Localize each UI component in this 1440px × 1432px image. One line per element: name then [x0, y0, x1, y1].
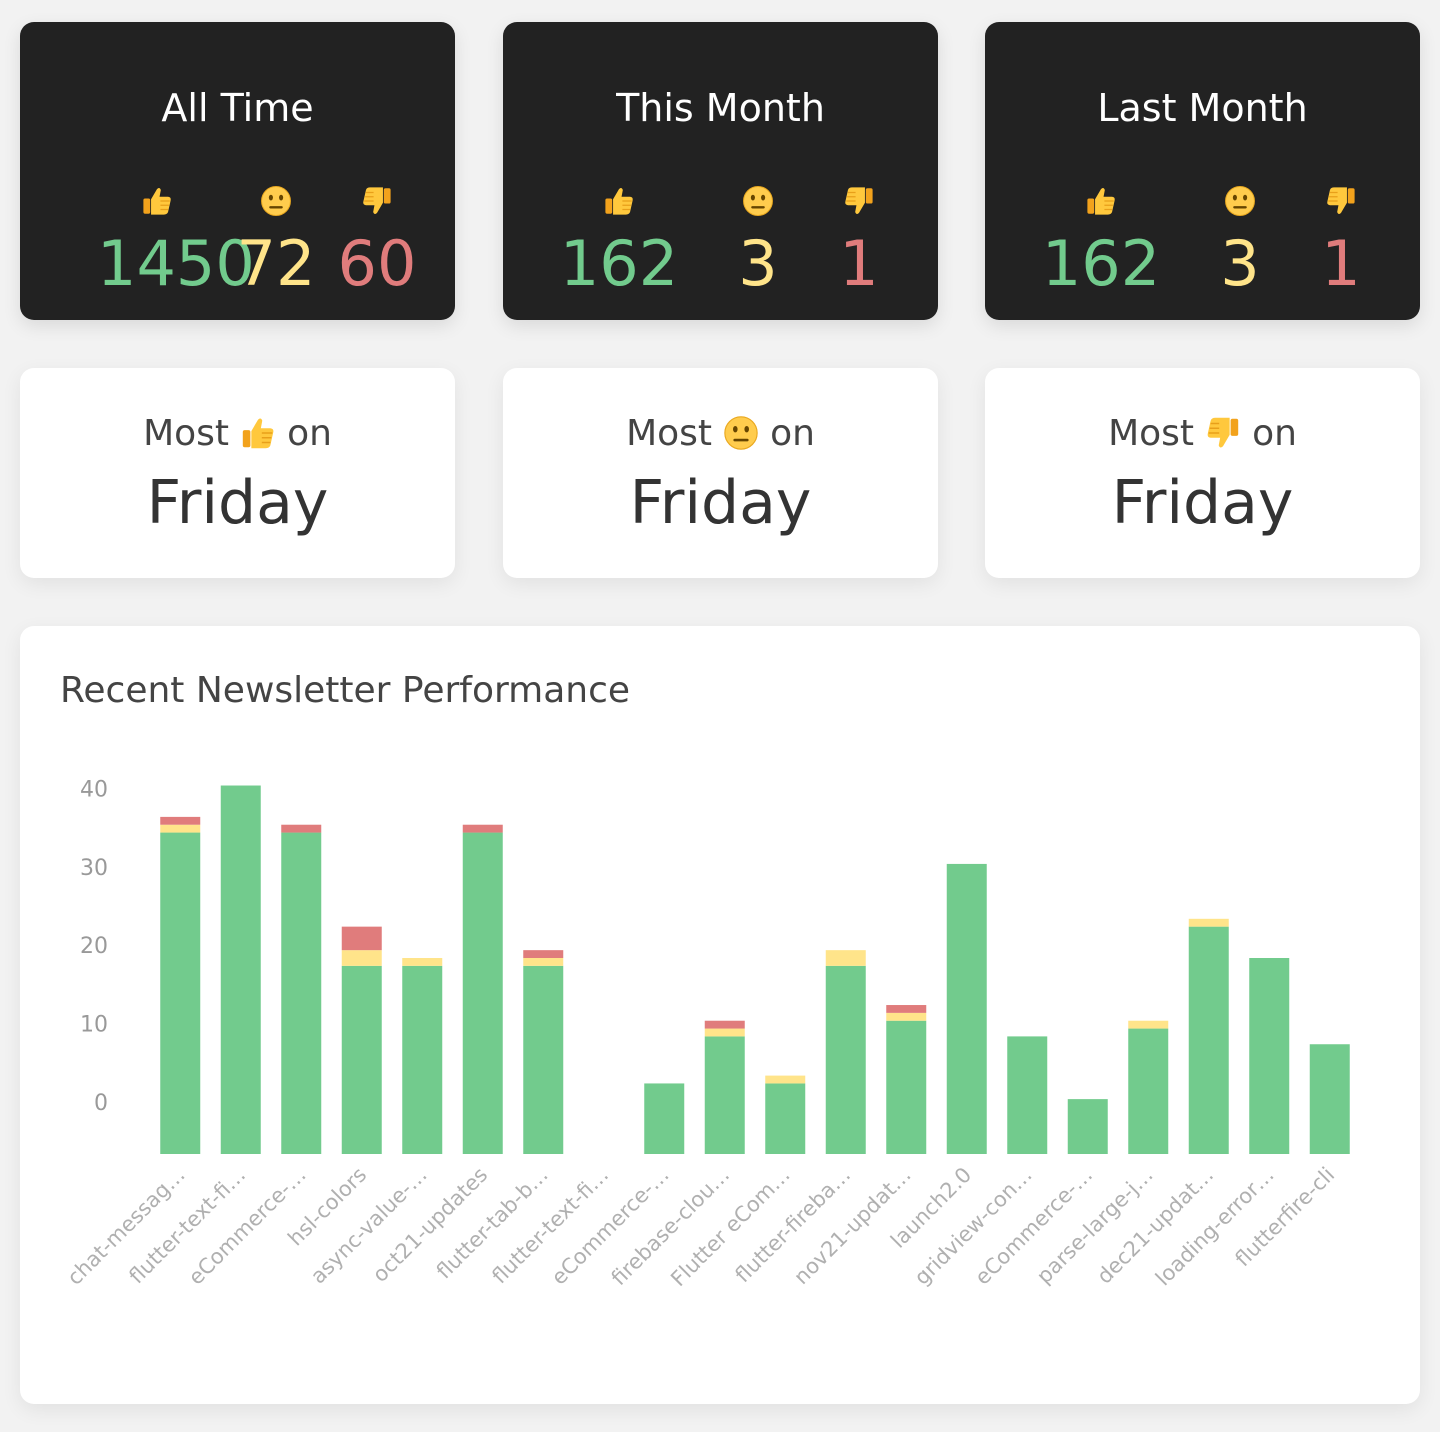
bar-segment-positive[interactable] — [1309, 1044, 1350, 1154]
thumbs-up-icon — [1084, 184, 1118, 218]
bar-segment-positive[interactable] — [644, 1083, 685, 1154]
stat-card-this-month: This Month 162 3 1 — [503, 22, 938, 320]
bar-segment-negative[interactable] — [523, 950, 564, 958]
stat-negative: 1 — [799, 184, 919, 300]
y-tick-label: 40 — [80, 777, 108, 802]
y-tick-label: 30 — [80, 856, 108, 881]
bar-segment-neutral[interactable] — [341, 950, 382, 966]
bar-segment-positive[interactable] — [1249, 958, 1290, 1154]
neutral-count: 72 — [236, 227, 316, 300]
thumbs-down-icon — [1324, 184, 1358, 218]
most-prefix: Most — [143, 412, 230, 454]
most-suffix: on — [287, 412, 332, 454]
bar-segment-positive[interactable] — [886, 1020, 927, 1154]
most-label: Most on — [985, 408, 1420, 458]
stat-neutral: 72 — [216, 184, 336, 300]
stat-positive: 1450 — [97, 184, 255, 300]
bar-segment-negative[interactable] — [341, 926, 382, 951]
neutral-face-icon — [1223, 184, 1257, 218]
neutral-count: 3 — [1220, 227, 1260, 300]
bar-segment-positive[interactable] — [160, 832, 201, 1154]
bar-segment-positive[interactable] — [341, 965, 382, 1154]
chart-title: Recent Newsletter Performance — [60, 670, 631, 711]
neutral-face-icon — [259, 184, 293, 218]
bar-segment-positive[interactable] — [946, 863, 987, 1154]
bar-segment-positive[interactable] — [1188, 926, 1229, 1154]
bar-segment-negative[interactable] — [462, 824, 503, 833]
most-negative-card: Most on Friday — [985, 368, 1420, 578]
most-suffix: on — [770, 412, 815, 454]
most-label: Most on — [503, 408, 938, 458]
stat-neutral: 3 — [1180, 184, 1300, 300]
positive-count: 162 — [1041, 227, 1161, 300]
bar-segment-positive[interactable] — [825, 965, 866, 1154]
thumbs-down-icon — [842, 184, 876, 218]
bar-segment-positive[interactable] — [704, 1036, 745, 1154]
bar-segment-positive[interactable] — [523, 965, 564, 1154]
y-tick-label: 10 — [80, 1013, 108, 1038]
bar-segment-positive[interactable] — [1007, 1036, 1048, 1154]
stat-card-title: This Month — [616, 86, 825, 130]
negative-count: 1 — [839, 227, 879, 300]
neutral-count: 3 — [738, 227, 778, 300]
neutral-face-icon — [722, 414, 760, 452]
bar-segment-positive[interactable] — [281, 832, 322, 1154]
stat-card-title: All Time — [161, 86, 314, 130]
stat-positive: 162 — [559, 184, 679, 300]
stat-card-all-time: All Time 1450 72 60 — [20, 22, 455, 320]
thumbs-up-icon — [140, 184, 174, 218]
newsletter-performance-card: Recent Newsletter Performance 0 10 20 30 40 5… — [20, 626, 1420, 1404]
stacked-bar-chart: 01020304050chat-messag…flutter-text-fi…e… — [63, 699, 1350, 1291]
y-tick-label: 50 — [80, 699, 108, 724]
most-prefix: Most — [1108, 412, 1195, 454]
thumbs-down-icon — [1204, 414, 1242, 452]
most-positive-card: Most on Friday — [20, 368, 455, 578]
bar-segment-neutral[interactable] — [825, 950, 866, 966]
bar-segment-positive[interactable] — [765, 1083, 806, 1154]
bar-segment-positive[interactable] — [220, 785, 261, 1154]
stat-card-title: Last Month — [1097, 86, 1308, 130]
y-tick-label: 0 — [94, 1091, 108, 1116]
bar-segment-neutral[interactable] — [1188, 918, 1229, 927]
stat-card-last-month: Last Month 162 3 1 — [985, 22, 1420, 320]
negative-count: 1 — [1321, 227, 1361, 300]
bar-segment-positive[interactable] — [1128, 1028, 1169, 1154]
bar-segment-negative[interactable] — [160, 816, 201, 825]
bar-segment-negative[interactable] — [704, 1020, 745, 1029]
stat-neutral: 3 — [698, 184, 818, 300]
bar-segment-neutral[interactable] — [704, 1028, 745, 1037]
bar-segment-negative[interactable] — [886, 1005, 927, 1013]
bar-segment-neutral[interactable] — [886, 1012, 927, 1021]
most-day: Friday — [629, 468, 812, 538]
most-suffix: on — [1252, 412, 1297, 454]
bar-segment-positive[interactable] — [1067, 1099, 1108, 1154]
negative-count: 60 — [337, 227, 417, 300]
bar-segment-neutral[interactable] — [402, 958, 443, 966]
most-prefix: Most — [626, 412, 713, 454]
positive-count: 162 — [559, 227, 679, 300]
thumbs-down-icon — [360, 184, 394, 218]
stat-positive: 162 — [1041, 184, 1161, 300]
thumbs-up-icon — [602, 184, 636, 218]
bar-segment-neutral[interactable] — [1128, 1020, 1169, 1029]
y-tick-label: 20 — [80, 934, 108, 959]
bar-segment-positive[interactable] — [402, 965, 443, 1154]
positive-count: 1450 — [97, 227, 255, 300]
most-label: Most on — [20, 408, 455, 458]
bar-segment-neutral[interactable] — [523, 958, 564, 966]
most-day: Friday — [146, 468, 329, 538]
bar-segment-neutral[interactable] — [160, 824, 201, 833]
most-neutral-card: Most on Friday — [503, 368, 938, 578]
stat-negative: 1 — [1281, 184, 1401, 300]
bar-segment-positive[interactable] — [462, 832, 503, 1154]
y-axis: 0 10 20 30 40 50 — [80, 699, 108, 1116]
most-day: Friday — [1111, 468, 1294, 538]
neutral-face-icon — [741, 184, 775, 218]
thumbs-up-icon — [239, 414, 277, 452]
bar-segment-negative[interactable] — [281, 824, 322, 833]
stat-negative: 60 — [317, 184, 437, 300]
bar-segment-neutral[interactable] — [765, 1075, 806, 1084]
